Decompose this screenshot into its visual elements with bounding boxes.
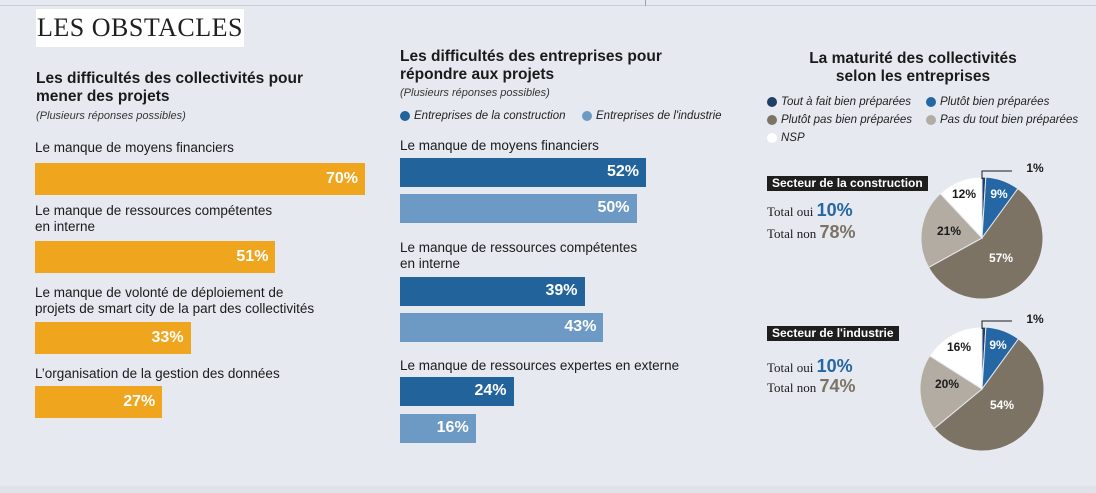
- chart2-value-label: 16%: [436, 419, 469, 436]
- pie-value-label: 9%: [990, 187, 1008, 201]
- chart2-bar: [400, 377, 514, 406]
- total-oui-label: Total oui: [767, 204, 814, 219]
- pie-slice-plutot-pas-bien: [927, 187, 1044, 300]
- legend-tres-bien-label: Tout à fait bien préparées: [781, 96, 911, 108]
- total-non-value: 74%: [819, 376, 856, 396]
- chart2-bar: [400, 277, 585, 306]
- chart3-title-line2: selon les entreprises: [835, 68, 991, 85]
- top-tick: [645, 0, 646, 6]
- chart2-title-line2: répondre aux projets: [400, 66, 555, 83]
- chart1-category-label: L’organisation de la gestion des données: [35, 366, 280, 381]
- chart1-category-label: Le manque de moyens financiers: [35, 140, 234, 155]
- legend-plutot-pas: Plutôt pas bien préparées: [767, 114, 912, 126]
- pie-value-label: 21%: [937, 224, 961, 238]
- chart2-bar: [400, 158, 646, 187]
- pie-value-label: 1%: [1026, 161, 1044, 175]
- legend-industrie: Entreprises de l'industrie: [582, 110, 722, 122]
- legend-plutot-pas-dot: [767, 115, 777, 125]
- chart2-value-label: 43%: [564, 318, 597, 335]
- total-oui-value: 10%: [816, 356, 853, 376]
- chart1-subtitle: (Plusieurs réponses possibles): [36, 110, 186, 122]
- legend-industrie-label: Entreprises de l'industrie: [596, 110, 722, 122]
- chart2-title: Les difficultés des entreprises pour rép…: [400, 48, 662, 84]
- pie-value-label: 16%: [947, 340, 971, 354]
- pie-value-label: 54%: [990, 398, 1014, 412]
- top-rule: [0, 5, 1096, 6]
- legend-plutot-pas-label: Plutôt pas bien préparées: [781, 114, 913, 126]
- pie-slice-plutot-pas-bien: [933, 338, 1045, 452]
- pie-value-label: 9%: [989, 338, 1007, 352]
- legend-construction-label: Entreprises de la construction: [414, 110, 566, 122]
- pie-industrie: 1% 9% 54% 20% 16%: [919, 312, 1045, 452]
- chart3-title: La maturité des collectivités selon les …: [760, 50, 1066, 86]
- pie-leader-line: [981, 320, 1012, 329]
- chart1-bar: [35, 322, 191, 354]
- legend-nsp-dot: [767, 133, 777, 143]
- total-oui-label: Total oui: [767, 360, 814, 375]
- pie-value-label: 1%: [1026, 312, 1044, 326]
- industrie-total-oui: Total oui 10%: [767, 356, 853, 377]
- chart1-value-label: 70%: [325, 170, 358, 187]
- chart2-subtitle: (Plusieurs réponses possibles): [400, 87, 550, 99]
- chart2-value-label: 52%: [606, 163, 639, 180]
- pie-value-label: 57%: [989, 251, 1013, 265]
- legend-nsp-label: NSP: [781, 132, 805, 144]
- legend-plutot-bien: Plutôt bien préparées: [926, 96, 1049, 108]
- chart2-bar: [400, 414, 476, 443]
- chart2-value-label: 50%: [597, 199, 630, 216]
- chart2-title-line1: Les difficultés des entreprises pour: [400, 48, 662, 65]
- chart2-value-label: 39%: [545, 282, 578, 299]
- chart1-value-label: 33%: [151, 329, 184, 346]
- chart1-title: Les difficultés des collectivités pour m…: [36, 70, 303, 106]
- chart3-title-line1: La maturité des collectivités: [809, 50, 1017, 67]
- chart1-category-label: Le manque de volonté de déploiement de: [35, 285, 284, 300]
- legend-plutot-bien-dot: [926, 97, 936, 107]
- chart2-bar: [400, 313, 604, 342]
- chart2-category-label: Le manque de moyens financiers: [400, 138, 599, 153]
- legend-nsp: NSP: [767, 132, 805, 144]
- chart1-category-label: en interne: [35, 219, 96, 234]
- legend-pas-du-tout-label: Pas du tout bien préparées: [940, 114, 1079, 126]
- chart1-bar: [35, 241, 276, 273]
- pie-slice-pas-du-tout-bien: [920, 192, 983, 269]
- chart2-category-label: en interne: [400, 256, 461, 271]
- legend-pas-du-tout: Pas du tout bien préparées: [926, 114, 1078, 126]
- sector-industrie-label: Secteur de l'industrie: [767, 326, 899, 341]
- total-non-label: Total non: [767, 380, 817, 395]
- pie-value-label: 12%: [952, 187, 976, 201]
- pie-leader-line: [981, 170, 1012, 179]
- chart2-category-label: Le manque de ressources compétentes: [400, 240, 638, 255]
- pie-slice-pas-du-tout-bien: [919, 355, 983, 430]
- chart1-category-label: projets de smart city de la part des col…: [35, 301, 315, 316]
- sector-construction-label: Secteur de la construction: [767, 176, 928, 191]
- legend-construction-dot: [400, 111, 410, 121]
- chart1-bar: [35, 163, 365, 195]
- legend-plutot-bien-label: Plutôt bien préparées: [940, 96, 1050, 108]
- chart1-title-line2: mener des projets: [36, 88, 170, 105]
- chart2-bar: [400, 194, 637, 223]
- bottom-rule: [0, 486, 1096, 493]
- total-non-value: 78%: [819, 222, 856, 242]
- chart1-title-line1: Les difficultés des collectivités pour: [36, 70, 304, 87]
- legend-pas-du-tout-dot: [926, 115, 936, 125]
- chart1-bar: [35, 386, 163, 418]
- legend-industrie-dot: [582, 111, 592, 121]
- industrie-total-non: Total non 74%: [767, 376, 856, 397]
- legend-construction: Entreprises de la construction: [400, 110, 566, 122]
- total-non-label: Total non: [767, 226, 817, 241]
- legend-tres-bien-dot: [767, 97, 777, 107]
- pie-value-label: 20%: [935, 377, 959, 391]
- legend-tres-bien: Tout à fait bien préparées: [767, 96, 911, 108]
- chart1-value-label: 27%: [123, 393, 156, 410]
- construction-total-oui: Total oui 10%: [767, 200, 853, 221]
- chart1-category-label: Le manque de ressources compétentes: [35, 203, 273, 218]
- chart1-value-label: 51%: [236, 248, 269, 265]
- chart2-value-label: 24%: [474, 382, 507, 399]
- pie-slice-nsp: [928, 326, 983, 390]
- chart2-category-label: Le manque de ressources expertes en exte…: [400, 358, 680, 373]
- total-oui-value: 10%: [816, 200, 853, 220]
- pie-construction: 1% 9% 57% 21% 12%: [920, 161, 1044, 300]
- section-tag: LES OBSTACLES: [36, 9, 244, 47]
- construction-total-non: Total non 78%: [767, 222, 856, 243]
